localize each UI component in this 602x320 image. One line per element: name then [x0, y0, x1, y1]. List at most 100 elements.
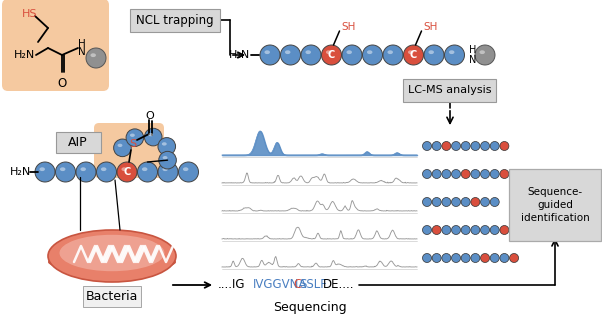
Ellipse shape — [285, 50, 290, 54]
Circle shape — [442, 141, 451, 150]
Text: DE....: DE.... — [323, 278, 354, 292]
Ellipse shape — [326, 50, 332, 54]
Ellipse shape — [48, 230, 176, 282]
FancyBboxPatch shape — [129, 9, 220, 31]
Ellipse shape — [130, 133, 135, 137]
Ellipse shape — [388, 50, 393, 54]
Circle shape — [342, 45, 362, 65]
Text: H₂N: H₂N — [10, 167, 31, 177]
Circle shape — [490, 197, 499, 206]
Circle shape — [35, 162, 55, 182]
Circle shape — [500, 226, 509, 235]
Circle shape — [480, 197, 489, 206]
Circle shape — [403, 45, 423, 65]
Circle shape — [461, 226, 470, 235]
Circle shape — [509, 253, 518, 262]
Circle shape — [461, 141, 470, 150]
Circle shape — [480, 170, 489, 179]
Circle shape — [471, 226, 480, 235]
Circle shape — [423, 197, 432, 206]
Circle shape — [144, 128, 162, 146]
Ellipse shape — [449, 50, 455, 54]
Circle shape — [55, 162, 75, 182]
Circle shape — [471, 141, 480, 150]
Ellipse shape — [162, 142, 167, 146]
Circle shape — [442, 226, 451, 235]
Text: H₂N: H₂N — [229, 50, 250, 60]
FancyBboxPatch shape — [94, 123, 164, 178]
Circle shape — [301, 45, 321, 65]
Ellipse shape — [479, 50, 485, 54]
Text: IVGGVNA: IVGGVNA — [253, 278, 307, 292]
Circle shape — [452, 170, 461, 179]
Circle shape — [490, 170, 499, 179]
Text: Bacteria: Bacteria — [86, 290, 138, 302]
Text: C: C — [123, 167, 131, 177]
FancyBboxPatch shape — [509, 169, 601, 241]
Ellipse shape — [117, 144, 122, 147]
Circle shape — [159, 151, 176, 169]
Text: Sequencing: Sequencing — [273, 301, 347, 314]
Circle shape — [452, 197, 461, 206]
Circle shape — [442, 253, 451, 262]
Text: H₂N: H₂N — [14, 50, 36, 60]
Circle shape — [432, 197, 441, 206]
Ellipse shape — [183, 167, 188, 171]
Text: SSLF: SSLF — [299, 278, 327, 292]
Text: AIP: AIP — [68, 135, 88, 148]
Text: N: N — [470, 55, 477, 65]
Circle shape — [432, 253, 441, 262]
Circle shape — [137, 162, 158, 182]
Circle shape — [423, 226, 432, 235]
Circle shape — [423, 253, 432, 262]
Circle shape — [423, 141, 432, 150]
Circle shape — [383, 45, 403, 65]
Ellipse shape — [367, 50, 373, 54]
Text: O: O — [57, 77, 67, 90]
Circle shape — [442, 170, 451, 179]
Circle shape — [471, 253, 480, 262]
Circle shape — [442, 197, 451, 206]
Circle shape — [321, 45, 341, 65]
Circle shape — [490, 226, 499, 235]
Circle shape — [281, 45, 300, 65]
Text: NCL trapping: NCL trapping — [136, 13, 214, 27]
FancyBboxPatch shape — [55, 132, 101, 153]
Circle shape — [490, 141, 499, 150]
Circle shape — [86, 48, 106, 68]
Text: N: N — [78, 47, 86, 57]
Ellipse shape — [60, 235, 164, 271]
FancyBboxPatch shape — [403, 78, 497, 101]
Circle shape — [475, 45, 495, 65]
Text: C: C — [328, 50, 335, 60]
Text: LC-MS analysis: LC-MS analysis — [408, 85, 492, 95]
Text: SH: SH — [423, 22, 438, 32]
Ellipse shape — [305, 50, 311, 54]
Circle shape — [424, 45, 444, 65]
Circle shape — [179, 162, 199, 182]
Circle shape — [452, 253, 461, 262]
Circle shape — [480, 226, 489, 235]
Circle shape — [461, 197, 470, 206]
Circle shape — [158, 162, 178, 182]
Text: ....IG: ....IG — [218, 278, 246, 292]
Circle shape — [260, 45, 280, 65]
Text: S: S — [129, 139, 137, 149]
Circle shape — [461, 253, 470, 262]
Circle shape — [471, 170, 480, 179]
Circle shape — [423, 170, 432, 179]
FancyBboxPatch shape — [83, 285, 141, 307]
Ellipse shape — [40, 167, 45, 171]
Circle shape — [480, 253, 489, 262]
Circle shape — [452, 226, 461, 235]
Ellipse shape — [346, 50, 352, 54]
Circle shape — [117, 162, 137, 182]
Circle shape — [500, 170, 509, 179]
Circle shape — [490, 253, 499, 262]
Ellipse shape — [429, 50, 434, 54]
Circle shape — [500, 141, 509, 150]
Ellipse shape — [142, 167, 147, 171]
Ellipse shape — [60, 167, 66, 171]
Text: SH: SH — [341, 22, 356, 32]
Text: HS: HS — [22, 9, 37, 19]
